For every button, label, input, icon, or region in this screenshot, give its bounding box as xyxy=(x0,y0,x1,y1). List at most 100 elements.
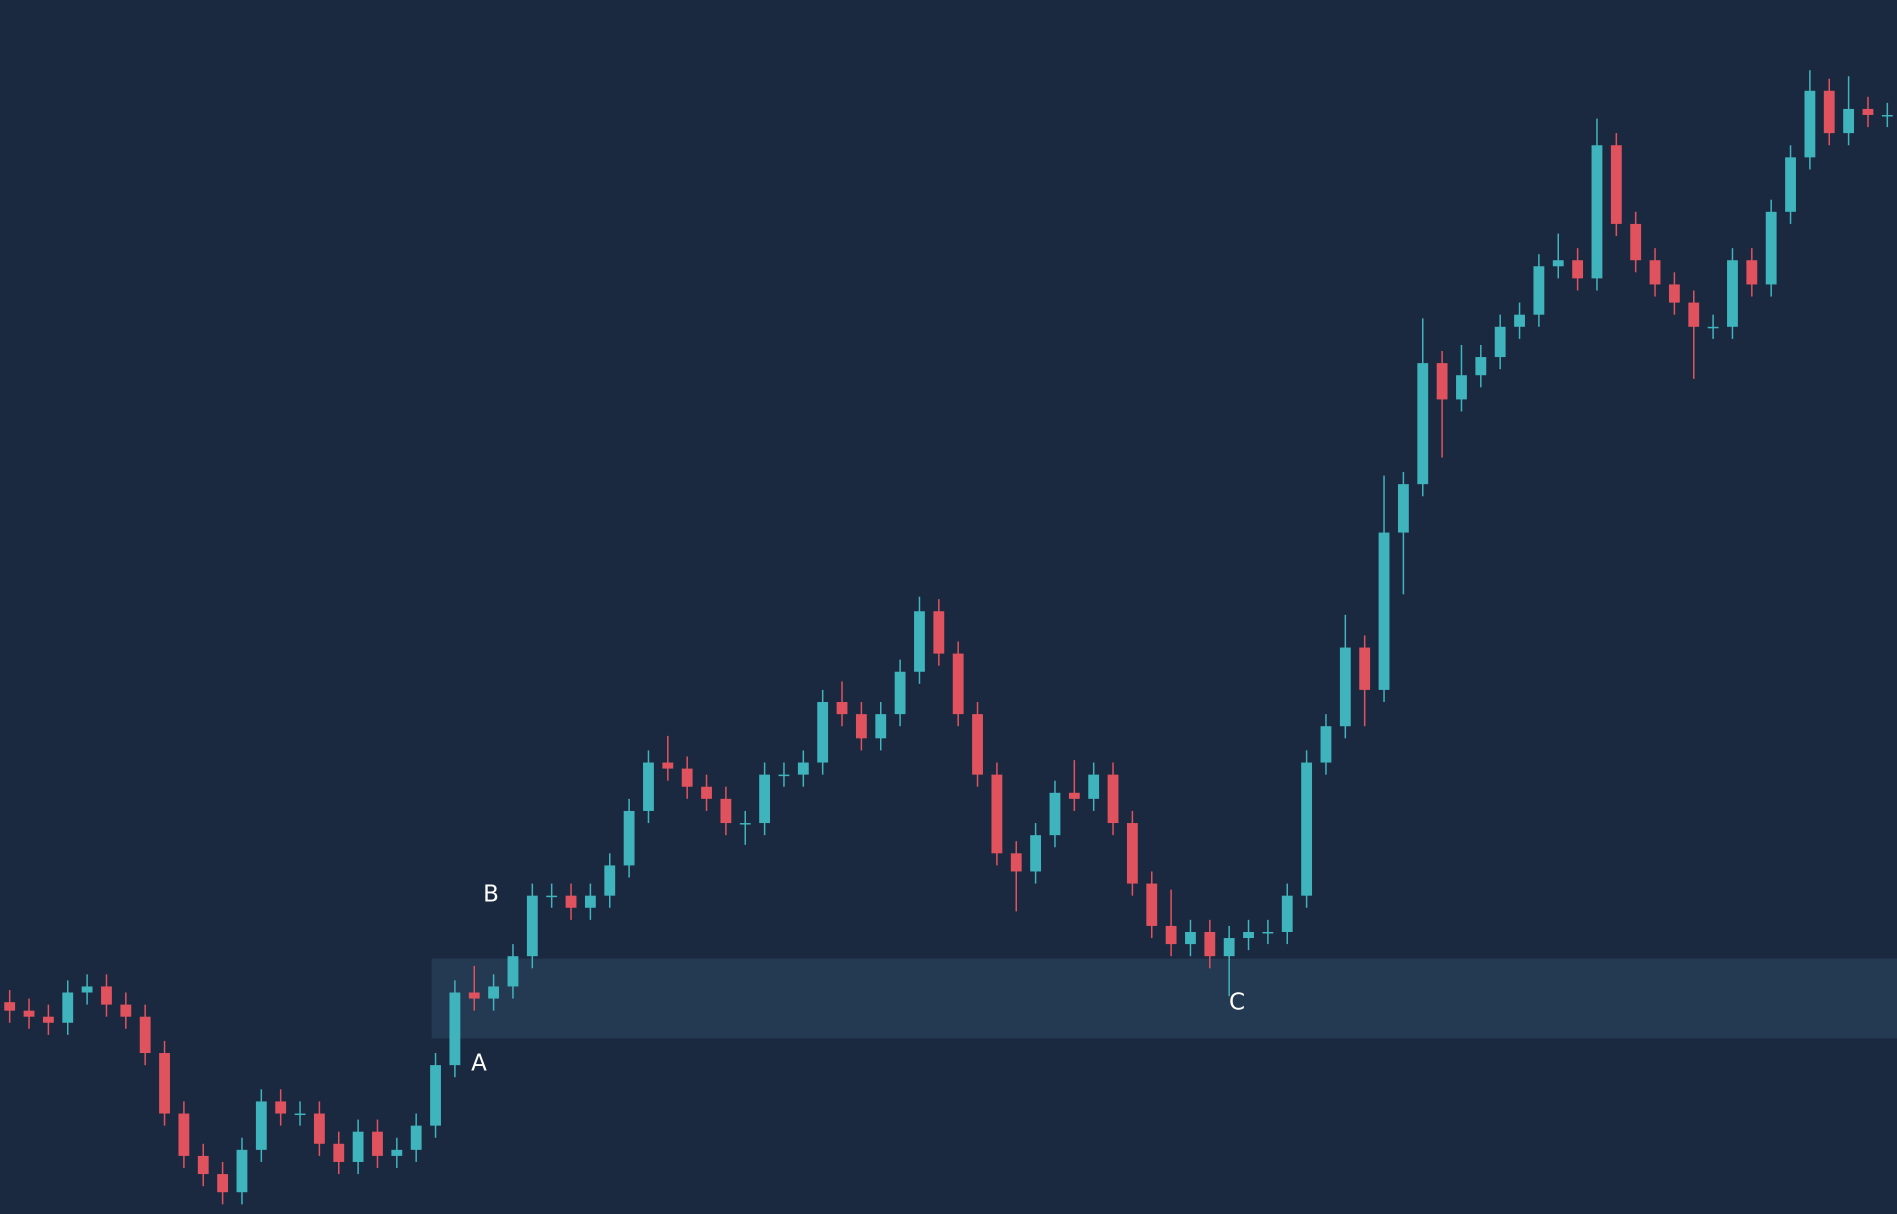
candle-body xyxy=(584,895,596,908)
candle-body xyxy=(449,992,461,1066)
candle-body xyxy=(1165,925,1177,945)
candle-body xyxy=(1359,647,1371,690)
candle-body xyxy=(565,895,577,908)
candle-body xyxy=(701,786,712,799)
candle-body xyxy=(1049,792,1061,836)
candle-body xyxy=(255,1101,267,1150)
candle-body xyxy=(1320,726,1332,763)
candle-body xyxy=(739,823,751,825)
candle-body xyxy=(1088,774,1100,799)
candle-body xyxy=(1707,326,1719,329)
candle-body xyxy=(1591,145,1603,279)
candle-body xyxy=(1397,484,1409,533)
candle-body xyxy=(139,1016,151,1054)
candle-body xyxy=(1281,895,1293,932)
candle-body xyxy=(391,1149,403,1156)
candle-body xyxy=(1456,375,1467,400)
candle-body xyxy=(1727,260,1738,327)
candle-body xyxy=(972,714,983,775)
candle-body xyxy=(313,1113,325,1144)
candle-body xyxy=(1843,108,1855,134)
candle-body xyxy=(623,810,635,866)
candle-body xyxy=(1204,931,1216,957)
candle-body xyxy=(643,762,654,811)
candle-body xyxy=(933,611,945,654)
candle-body xyxy=(120,1004,132,1017)
candle-body xyxy=(759,774,771,824)
candle-body xyxy=(1572,260,1584,279)
candle-body xyxy=(662,762,674,769)
candle-body xyxy=(1533,266,1545,315)
annotation-label: C xyxy=(1229,990,1245,1016)
candle-body xyxy=(333,1143,345,1162)
candle-body xyxy=(236,1149,248,1193)
annotation-label: A xyxy=(471,1051,487,1077)
candle-body xyxy=(1688,302,1700,327)
candle-body xyxy=(178,1113,190,1156)
candle-body xyxy=(1068,792,1080,799)
candle-body xyxy=(1862,108,1874,115)
candle-body xyxy=(1339,647,1351,727)
candle-body xyxy=(1746,260,1758,285)
candle-body xyxy=(372,1131,383,1156)
candle-body xyxy=(1785,157,1796,212)
candle-body xyxy=(1010,853,1022,872)
candle-body xyxy=(81,986,93,993)
candle-body xyxy=(1552,260,1564,267)
candle-body xyxy=(604,865,616,896)
candle-body xyxy=(197,1155,209,1175)
candle-body xyxy=(1494,326,1506,358)
candle-layer xyxy=(4,70,1893,1205)
candle-body xyxy=(797,762,809,775)
candle-body xyxy=(1107,774,1119,824)
candle-body xyxy=(217,1174,229,1193)
candle-body xyxy=(275,1101,287,1114)
candle-body xyxy=(352,1131,364,1162)
candle-body xyxy=(430,1065,441,1126)
candle-body xyxy=(1223,938,1235,957)
candle-body xyxy=(488,986,500,999)
candle-body xyxy=(546,895,558,898)
candle-body xyxy=(1804,90,1816,158)
candle-body xyxy=(914,611,925,672)
candle-body xyxy=(1185,931,1196,945)
candle-body xyxy=(817,702,829,763)
candle-body xyxy=(1417,363,1429,485)
candle-body xyxy=(855,714,867,739)
candle-body xyxy=(1262,931,1274,934)
candle-body xyxy=(1610,145,1622,224)
candle-body xyxy=(778,774,790,777)
candle-body xyxy=(991,774,1003,854)
candle-body xyxy=(526,895,538,957)
candle-body xyxy=(101,986,112,1005)
candle-body xyxy=(1765,211,1777,285)
support-zone xyxy=(431,958,1897,1039)
candle-body xyxy=(4,1002,16,1011)
candle-body xyxy=(1823,90,1835,134)
candle-body xyxy=(1301,762,1313,896)
candle-body xyxy=(1030,835,1042,872)
candle-body xyxy=(1514,314,1525,327)
candle-body xyxy=(1649,260,1661,285)
candle-body xyxy=(1668,284,1680,303)
candle-body xyxy=(507,956,519,987)
candle-body xyxy=(159,1053,170,1114)
candle-body xyxy=(1243,931,1254,939)
candle-body xyxy=(894,671,906,715)
candle-body xyxy=(875,714,887,739)
candle-body xyxy=(42,1016,54,1023)
candle-body xyxy=(681,768,693,787)
candle-body xyxy=(23,1010,35,1017)
candle-body xyxy=(468,992,480,999)
candle-body xyxy=(952,653,964,715)
candle-body xyxy=(836,702,848,715)
annotation-label: B xyxy=(483,882,499,908)
zone-layer xyxy=(431,958,1897,1039)
candle-body xyxy=(1126,823,1138,884)
candle-body xyxy=(410,1125,422,1150)
candle-body xyxy=(294,1113,306,1116)
candle-body xyxy=(1146,883,1158,926)
candle-body xyxy=(1378,532,1390,690)
